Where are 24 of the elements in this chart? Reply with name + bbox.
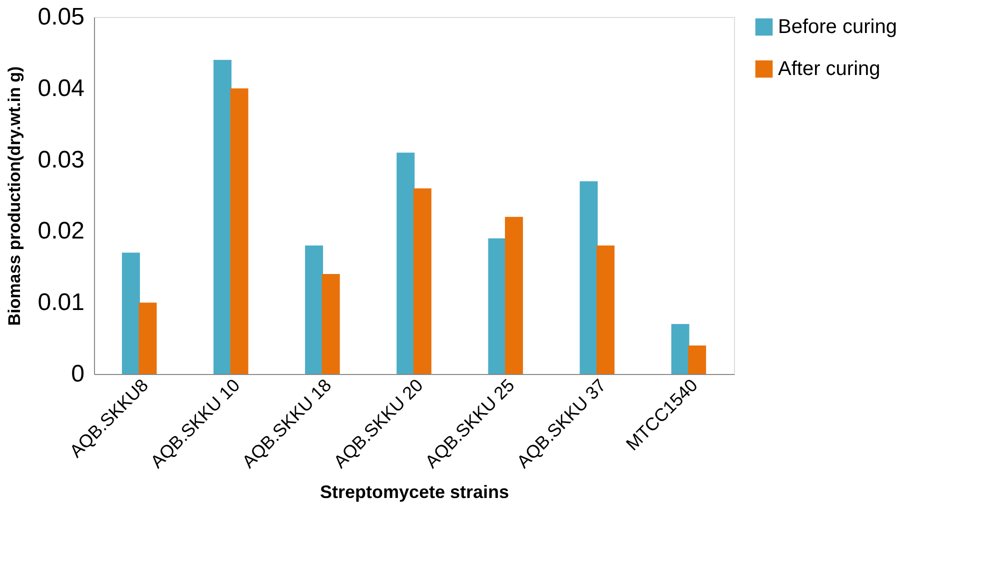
bar (230, 88, 248, 374)
bar (671, 324, 690, 374)
bar (322, 274, 340, 374)
legend-label: After curing (778, 58, 880, 80)
legend-label: Before curing (778, 16, 897, 38)
y-tick-label: 0.01 (38, 289, 84, 316)
x-axis-title: Streptomycete strains (320, 482, 510, 502)
y-axis-title: Biomass production(dry.wt.in g) (4, 66, 24, 326)
bar (596, 245, 615, 374)
bar (305, 245, 324, 374)
y-tick-label: 0.02 (38, 218, 84, 245)
bar (213, 60, 232, 374)
bar (580, 181, 598, 374)
bar (688, 345, 706, 374)
y-tick-label: 0 (71, 360, 84, 388)
bar (122, 252, 140, 374)
y-tick-label: 0.04 (38, 74, 84, 102)
bar (504, 216, 523, 374)
y-tick-label: 0.03 (38, 146, 84, 174)
bar (396, 152, 415, 374)
bar (138, 302, 157, 374)
y-tick-label: 0.05 (38, 4, 84, 30)
bar (413, 188, 432, 374)
bar (488, 238, 506, 374)
